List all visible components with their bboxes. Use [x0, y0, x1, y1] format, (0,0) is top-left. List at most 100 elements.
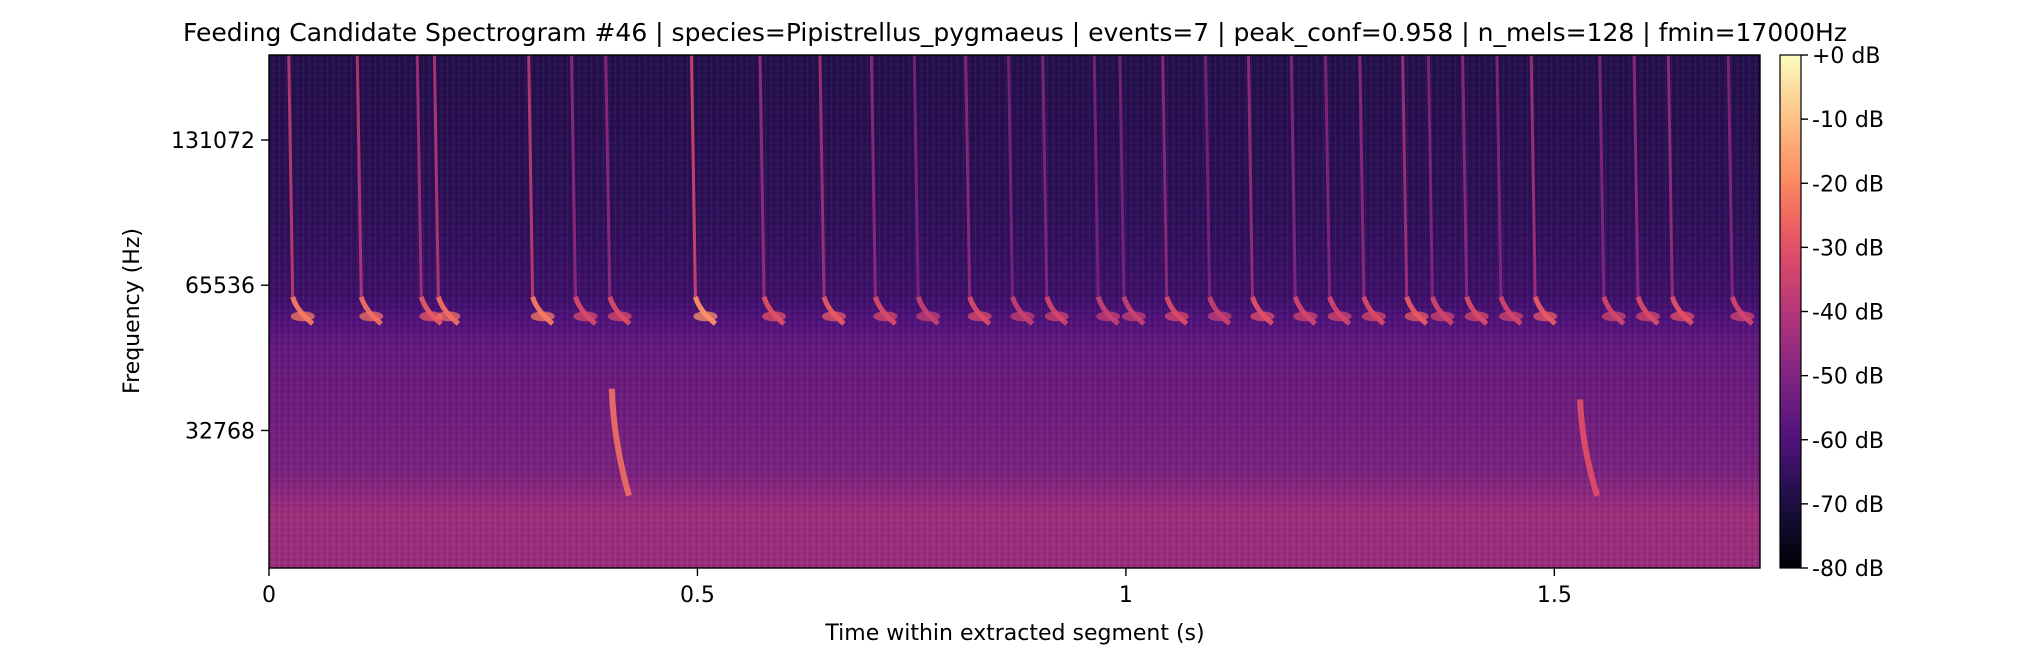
y-tick-label: 65536 — [185, 274, 255, 299]
bat-call-energy — [1601, 311, 1626, 322]
bat-call-energy — [359, 311, 384, 322]
bat-call-tail — [1669, 296, 1694, 326]
bat-call-energy — [1404, 311, 1429, 322]
bat-call-sweep — [1461, 55, 1469, 297]
bat-call — [1289, 55, 1318, 326]
bat-call-tail — [607, 296, 632, 326]
y-axis-label: Frequency (Hz) — [120, 228, 145, 394]
bat-call-sweep — [287, 55, 295, 297]
bat-call-energy — [1164, 311, 1189, 322]
bat-call-tail — [821, 296, 846, 326]
bat-call-energy — [1361, 311, 1386, 322]
bat-call-energy — [967, 311, 992, 322]
bat-call — [1529, 55, 1558, 326]
bat-call-tail — [1010, 296, 1035, 326]
bat-call-sweep — [1118, 55, 1126, 297]
bat-call — [1495, 55, 1523, 326]
bat-call-energy — [1498, 311, 1523, 322]
bat-call-energy — [290, 311, 315, 322]
bat-call-energy — [1207, 311, 1232, 322]
bat-call-energy — [821, 311, 846, 322]
x-tick-label: 0.5 — [680, 583, 715, 608]
bat-call-tail — [530, 296, 555, 326]
bat-call-energy — [1670, 311, 1695, 322]
bat-call-sweep — [1726, 55, 1734, 297]
bat-call-energy — [916, 311, 941, 322]
bat-call — [1401, 55, 1429, 326]
bat-call-tail — [1207, 296, 1232, 326]
plot-frame — [268, 54, 1761, 569]
bat-call — [1726, 55, 1755, 326]
bat-call — [1007, 55, 1035, 326]
bat-call-sweep — [1289, 55, 1297, 297]
bat-call-energy — [1044, 311, 1069, 322]
bat-call-sweep — [569, 55, 577, 297]
bat-call-sweep — [432, 55, 440, 297]
bat-call-tail — [1532, 296, 1557, 326]
bat-call-tail — [435, 296, 460, 326]
bat-call-energy — [1293, 311, 1318, 322]
spectrogram-noise-texture — [269, 55, 1760, 568]
bat-call-tail — [915, 296, 940, 326]
bat-call-sweep — [1632, 55, 1640, 297]
bat-call — [1358, 55, 1386, 326]
bat-call — [758, 55, 786, 326]
bat-call-energy — [530, 311, 555, 322]
low-frequency-sweep — [1577, 399, 1601, 497]
colorbar-tick-label: -80 dB — [1812, 557, 1884, 582]
bat-call-energy — [693, 311, 718, 322]
bat-call-energy — [607, 311, 632, 322]
bat-call-tail — [967, 296, 992, 326]
chart-title: Feeding Candidate Spectrogram #46 | spec… — [183, 18, 1847, 47]
bat-call — [1598, 55, 1626, 326]
bat-call-energy — [1327, 311, 1352, 322]
bat-call-sweep — [1246, 55, 1254, 297]
y-axis-ticks: 32768 65536 131072 — [171, 129, 269, 444]
bat-call-sweep — [1426, 55, 1434, 297]
bat-call-tail — [418, 296, 443, 326]
bat-call-tail — [1121, 296, 1146, 326]
bat-call-tail — [1404, 296, 1429, 326]
low-sweeps-layer — [608, 388, 1601, 497]
bat-call-tail — [1361, 296, 1386, 326]
bat-call-sweep — [964, 55, 972, 297]
bat-call-sweep — [1092, 55, 1100, 297]
x-axis-label: Time within extracted segment (s) — [824, 621, 1204, 646]
bat-call — [1426, 55, 1455, 326]
bat-call-tail — [1729, 296, 1754, 326]
bat-call-energy — [1533, 311, 1558, 322]
colorbar-tick-label: -10 dB — [1812, 108, 1884, 133]
bat-call-sweep — [818, 55, 826, 297]
bat-call-sweep — [869, 55, 877, 297]
bat-call-tail — [573, 296, 598, 326]
bat-call-tail — [1327, 296, 1352, 326]
bat-call-tail — [1095, 296, 1120, 326]
bat-call-energy — [1250, 311, 1275, 322]
x-tick-label: 0 — [262, 583, 276, 608]
colorbar-tick-label: -20 dB — [1812, 172, 1884, 197]
colorbar-tick-label: -60 dB — [1812, 429, 1884, 454]
bat-calls-layer — [287, 55, 1755, 326]
bat-call — [1041, 55, 1069, 326]
bat-call-sweep — [1598, 55, 1606, 297]
bat-call — [818, 55, 846, 326]
colorbar-tick-label: -40 dB — [1812, 301, 1884, 326]
bat-call-energy — [1121, 311, 1146, 322]
bat-call — [1461, 55, 1489, 326]
colorbar-tick-label: -70 dB — [1812, 493, 1884, 518]
colorbar-ticks: +0 dB -10 dB -20 dB -30 dB -40 dB -50 dB -60 d… — [1801, 44, 1884, 582]
bat-call-sweep — [1007, 55, 1014, 297]
bat-call — [355, 55, 384, 326]
spectrogram-plot-area — [269, 55, 1760, 568]
bat-call — [1666, 55, 1695, 326]
bat-call-tail — [1429, 296, 1454, 326]
x-axis-ticks: 0 0.5 1 1.5 — [262, 568, 1572, 608]
bat-call-sweep — [1041, 55, 1049, 297]
bat-call-tail — [1164, 296, 1189, 326]
colorbar-tick-label: -50 dB — [1812, 365, 1884, 390]
bat-call — [1161, 55, 1189, 326]
bat-call — [527, 55, 555, 326]
bat-call-tail — [872, 296, 897, 326]
bat-call — [869, 55, 898, 326]
bat-call-tail — [761, 296, 786, 326]
